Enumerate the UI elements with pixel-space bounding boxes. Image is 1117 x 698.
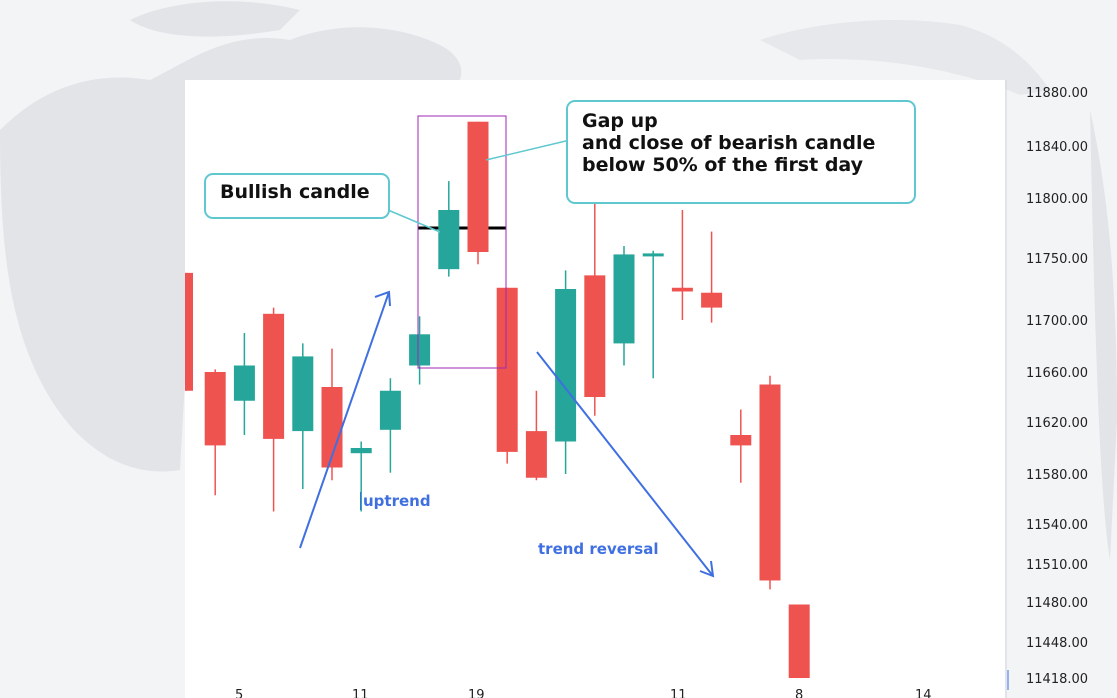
bullish-candle bbox=[642, 250, 664, 379]
candle-body bbox=[730, 435, 752, 446]
time-tick-label: 19 bbox=[468, 688, 485, 698]
bearish-candle bbox=[496, 287, 518, 464]
time-tick-label: 8 bbox=[795, 688, 804, 698]
price-tick-label: 11840.00 bbox=[1026, 140, 1088, 155]
candle-body bbox=[379, 390, 401, 430]
candle-body bbox=[204, 372, 226, 446]
bearish-candle bbox=[204, 369, 226, 496]
bullish-candle-callout-text: Bullish candle bbox=[220, 181, 370, 203]
bearish-candle bbox=[671, 210, 693, 320]
time-tick-label: 11 bbox=[670, 688, 687, 698]
candle-body bbox=[233, 365, 255, 401]
uptrend-label: uptrend bbox=[360, 492, 431, 510]
price-tick-label: 11480.00 bbox=[1026, 596, 1088, 611]
price-tick-label: 11700.00 bbox=[1026, 314, 1088, 329]
price-tick-label: 11540.00 bbox=[1026, 518, 1088, 533]
candle-body bbox=[467, 121, 489, 252]
candle-body bbox=[613, 254, 635, 344]
bullish-candle bbox=[350, 441, 372, 512]
bullish-candle bbox=[555, 270, 577, 474]
candle-body bbox=[788, 604, 810, 678]
uptrend-label-text: uptrend bbox=[363, 492, 431, 510]
bullish-candle bbox=[409, 316, 431, 385]
price-tick-label: 11800.00 bbox=[1026, 192, 1088, 207]
pattern-highlight-box bbox=[417, 115, 507, 369]
price-tick-label: 11448.00 bbox=[1026, 636, 1088, 651]
gap-up-callout: Gap up and close of bearish candle below… bbox=[566, 100, 916, 204]
price-tick-label: 11510.00 bbox=[1026, 558, 1088, 573]
time-axis: 5 11 19 11 8 14 bbox=[185, 688, 1005, 698]
bearish-candle bbox=[525, 390, 547, 481]
price-tick-label: 11880.00 bbox=[1026, 86, 1088, 101]
price-tick-label: 11418.00 bbox=[1026, 672, 1088, 687]
trend-reversal-label: trend reversal bbox=[538, 540, 659, 558]
price-tick-label: 11620.00 bbox=[1026, 416, 1088, 431]
candle-body bbox=[292, 356, 314, 432]
gap-callout-line-1: Gap up bbox=[582, 110, 658, 132]
bullish-candle-callout: Bullish candle bbox=[204, 173, 390, 219]
candle-body bbox=[350, 448, 372, 454]
bearish-candle bbox=[788, 604, 810, 678]
time-tick-label: 5 bbox=[235, 688, 244, 698]
bearish-candle bbox=[467, 121, 489, 265]
candle-body bbox=[584, 275, 606, 397]
trend-reversal-label-text: trend reversal bbox=[538, 540, 659, 558]
price-tick-label: 11660.00 bbox=[1026, 366, 1088, 381]
gap-callout-line-2: and close of bearish candle bbox=[582, 132, 876, 154]
candle-body bbox=[409, 334, 431, 366]
bullish-candle bbox=[438, 181, 460, 277]
bullish-candle bbox=[292, 343, 314, 489]
bearish-candle bbox=[263, 307, 285, 512]
candle-body bbox=[671, 287, 693, 292]
bearish-candle bbox=[584, 198, 606, 416]
candle-body bbox=[759, 384, 781, 581]
bearish-candle bbox=[701, 231, 723, 323]
bullish-candle bbox=[613, 246, 635, 366]
bearish-candle bbox=[759, 375, 781, 590]
candle-body bbox=[555, 289, 577, 442]
gap-callout-line-3: below 50% of the first day bbox=[582, 154, 864, 176]
candles bbox=[185, 121, 810, 678]
price-axis-labels: 11880.00 11840.00 11800.00 11750.00 11700.00… bbox=[1026, 86, 1088, 687]
candle-body bbox=[438, 210, 460, 270]
uptrend-arrow bbox=[299, 290, 391, 549]
candle-body bbox=[642, 253, 664, 257]
bearish-candle bbox=[185, 272, 193, 391]
candle-body bbox=[525, 431, 547, 478]
candle-body bbox=[701, 292, 723, 308]
price-tick-label: 11580.00 bbox=[1026, 468, 1088, 483]
candle-body bbox=[321, 387, 343, 468]
time-tick-label: 14 bbox=[915, 688, 932, 698]
candle-body bbox=[263, 313, 285, 439]
candle-body bbox=[185, 272, 193, 391]
price-tick-label: 11750.00 bbox=[1026, 252, 1088, 267]
bearish-candle bbox=[730, 409, 752, 483]
time-tick-label: 11 bbox=[352, 688, 369, 698]
callout-connectors bbox=[387, 139, 571, 233]
bullish-candle bbox=[233, 333, 255, 435]
candle-body bbox=[496, 287, 518, 452]
bullish-candle bbox=[379, 378, 401, 473]
reversal-arrow bbox=[536, 351, 715, 578]
